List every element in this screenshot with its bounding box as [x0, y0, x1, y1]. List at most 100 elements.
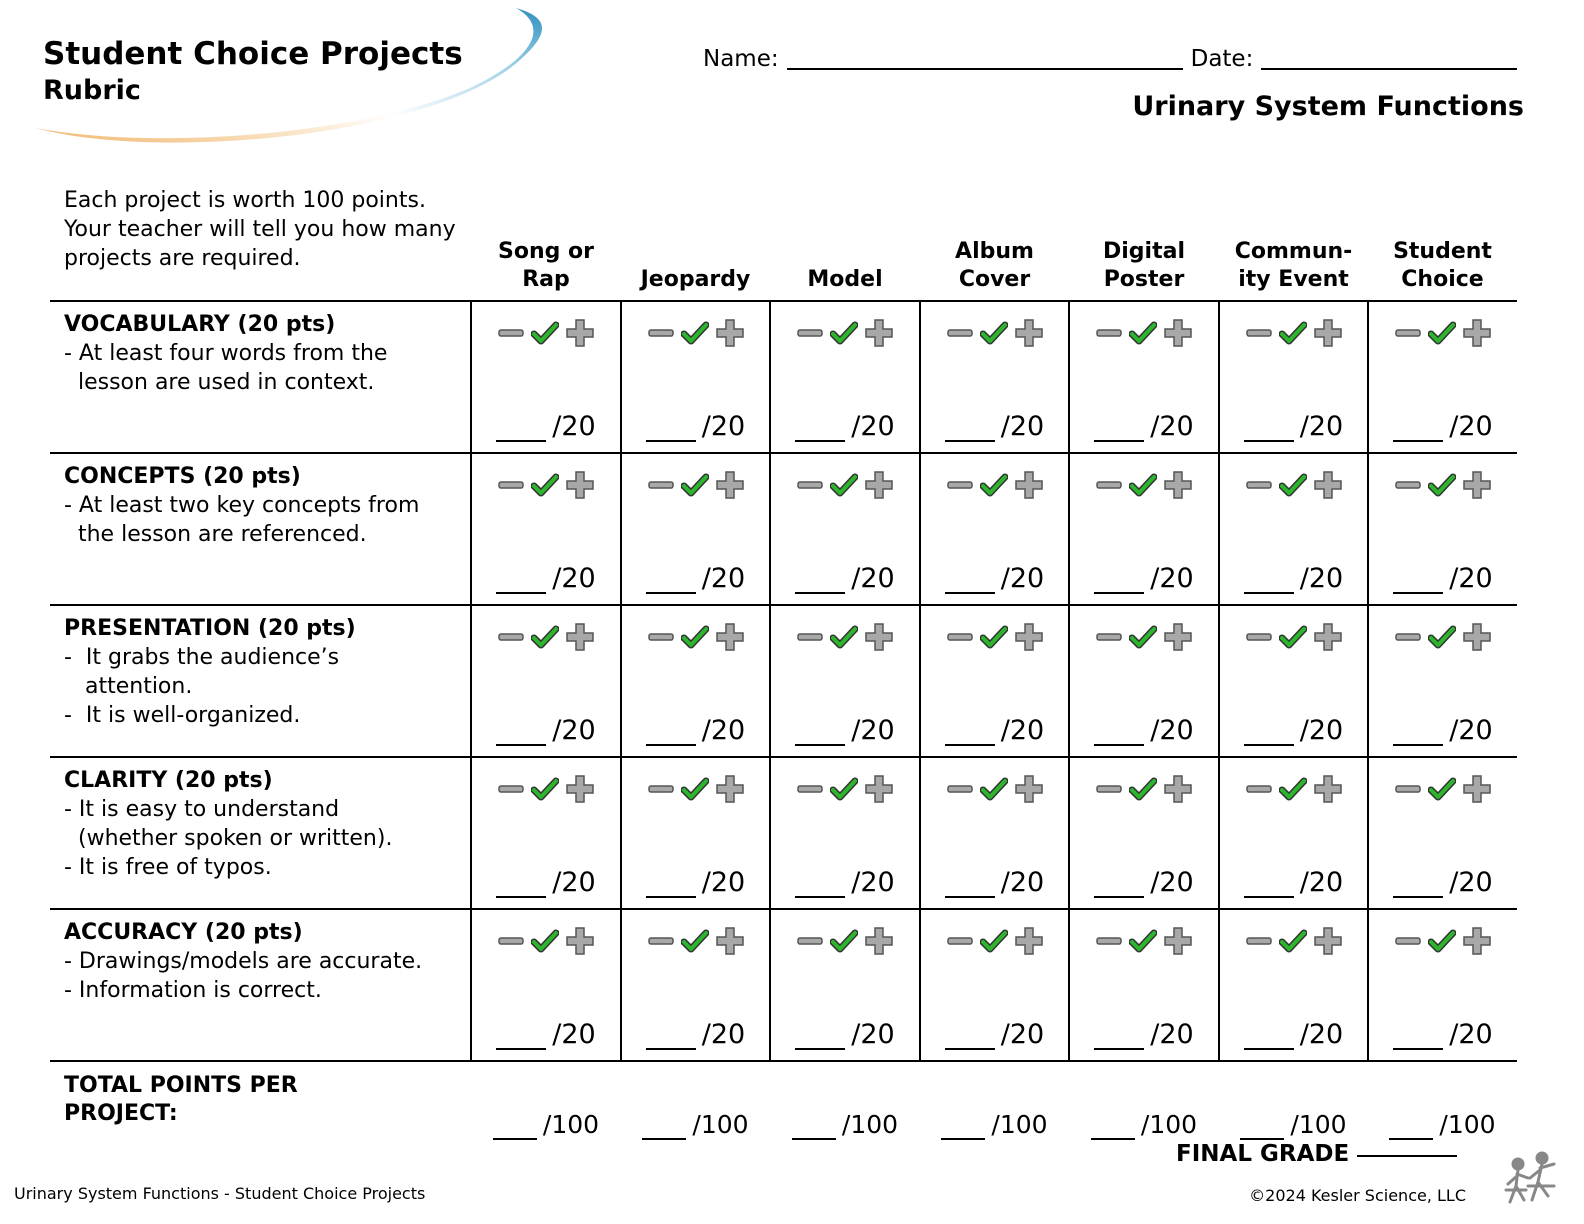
check-icon[interactable]: [830, 319, 858, 347]
check-icon[interactable]: [1129, 471, 1157, 499]
minus-icon[interactable]: [1394, 319, 1422, 347]
score-entry[interactable]: /20: [622, 868, 769, 898]
plus-icon[interactable]: [864, 622, 894, 652]
score-entry[interactable]: /20: [1369, 868, 1517, 898]
score-blank[interactable]: [1094, 720, 1145, 746]
score-blank[interactable]: [496, 568, 547, 594]
minus-icon[interactable]: [796, 623, 824, 651]
minus-icon[interactable]: [1394, 471, 1422, 499]
score-blank[interactable]: [944, 872, 995, 898]
plus-icon[interactable]: [565, 318, 595, 348]
score-blank[interactable]: [795, 568, 846, 594]
score-blank[interactable]: [645, 1024, 696, 1050]
check-icon[interactable]: [680, 623, 709, 651]
check-icon[interactable]: [531, 775, 559, 803]
score-entry[interactable]: /20: [1070, 1020, 1218, 1050]
score-entry[interactable]: /20: [771, 1020, 919, 1050]
minus-icon[interactable]: [497, 623, 525, 651]
minus-icon[interactable]: [1394, 927, 1422, 955]
minus-icon[interactable]: [796, 775, 824, 803]
score-blank[interactable]: [944, 1024, 995, 1050]
score-blank[interactable]: [645, 872, 696, 898]
plus-icon[interactable]: [715, 926, 745, 956]
plus-icon[interactable]: [1014, 318, 1044, 348]
minus-icon[interactable]: [1095, 775, 1123, 803]
score-entry[interactable]: /20: [622, 564, 769, 594]
plus-icon[interactable]: [1462, 318, 1492, 348]
plus-icon[interactable]: [864, 926, 894, 956]
minus-icon[interactable]: [946, 927, 974, 955]
check-icon[interactable]: [1129, 775, 1157, 803]
score-entry[interactable]: /20: [921, 1020, 1068, 1050]
minus-icon[interactable]: [647, 927, 675, 955]
minus-icon[interactable]: [1095, 471, 1123, 499]
score-blank[interactable]: [944, 416, 995, 442]
check-icon[interactable]: [680, 319, 709, 347]
total-blank[interactable]: [941, 1114, 986, 1140]
plus-icon[interactable]: [1313, 470, 1343, 500]
plus-icon[interactable]: [1313, 622, 1343, 652]
score-blank[interactable]: [496, 416, 547, 442]
score-blank[interactable]: [1094, 1024, 1145, 1050]
minus-icon[interactable]: [946, 775, 974, 803]
minus-icon[interactable]: [1095, 927, 1123, 955]
score-entry[interactable]: /20: [771, 868, 919, 898]
minus-icon[interactable]: [497, 927, 525, 955]
check-icon[interactable]: [1278, 471, 1307, 499]
minus-icon[interactable]: [497, 775, 525, 803]
score-entry[interactable]: /20: [1070, 868, 1218, 898]
plus-icon[interactable]: [1462, 470, 1492, 500]
score-entry[interactable]: /20: [622, 412, 769, 442]
check-icon[interactable]: [1129, 319, 1157, 347]
minus-icon[interactable]: [1095, 319, 1123, 347]
check-icon[interactable]: [680, 471, 709, 499]
score-entry[interactable]: /20: [622, 1020, 769, 1050]
total-entry[interactable]: /100: [920, 1061, 1069, 1146]
score-blank[interactable]: [496, 720, 547, 746]
score-blank[interactable]: [795, 1024, 846, 1050]
score-entry[interactable]: /20: [1369, 412, 1517, 442]
check-icon[interactable]: [531, 623, 559, 651]
date-field[interactable]: [1261, 42, 1518, 70]
score-entry[interactable]: /20: [1220, 1020, 1367, 1050]
score-blank[interactable]: [1243, 1024, 1294, 1050]
score-blank[interactable]: [1243, 416, 1294, 442]
minus-icon[interactable]: [1245, 927, 1273, 955]
score-entry[interactable]: /20: [472, 564, 620, 594]
plus-icon[interactable]: [1462, 622, 1492, 652]
total-entry[interactable]: /100: [471, 1061, 621, 1146]
score-entry[interactable]: /20: [622, 716, 769, 746]
check-icon[interactable]: [1278, 623, 1307, 651]
score-blank[interactable]: [1094, 416, 1145, 442]
plus-icon[interactable]: [1014, 926, 1044, 956]
name-field[interactable]: [786, 42, 1183, 70]
check-icon[interactable]: [979, 775, 1008, 803]
score-blank[interactable]: [944, 568, 995, 594]
minus-icon[interactable]: [946, 471, 974, 499]
minus-icon[interactable]: [1095, 623, 1123, 651]
minus-icon[interactable]: [796, 319, 824, 347]
check-icon[interactable]: [1428, 471, 1456, 499]
plus-icon[interactable]: [1163, 318, 1193, 348]
score-entry[interactable]: /20: [1369, 1020, 1517, 1050]
total-entry[interactable]: /100: [1219, 1061, 1368, 1146]
check-icon[interactable]: [830, 471, 858, 499]
total-blank[interactable]: [1090, 1114, 1135, 1140]
score-blank[interactable]: [1393, 872, 1444, 898]
plus-icon[interactable]: [1163, 774, 1193, 804]
total-blank[interactable]: [1240, 1114, 1285, 1140]
plus-icon[interactable]: [1163, 622, 1193, 652]
plus-icon[interactable]: [1313, 926, 1343, 956]
plus-icon[interactable]: [565, 774, 595, 804]
score-blank[interactable]: [1393, 720, 1444, 746]
score-entry[interactable]: /20: [921, 868, 1068, 898]
minus-icon[interactable]: [946, 623, 974, 651]
check-icon[interactable]: [1428, 319, 1456, 347]
total-entry[interactable]: /100: [1069, 1061, 1219, 1146]
minus-icon[interactable]: [1394, 775, 1422, 803]
plus-icon[interactable]: [565, 470, 595, 500]
check-icon[interactable]: [830, 775, 858, 803]
minus-icon[interactable]: [1245, 623, 1273, 651]
minus-icon[interactable]: [1245, 319, 1273, 347]
total-blank[interactable]: [791, 1114, 836, 1140]
